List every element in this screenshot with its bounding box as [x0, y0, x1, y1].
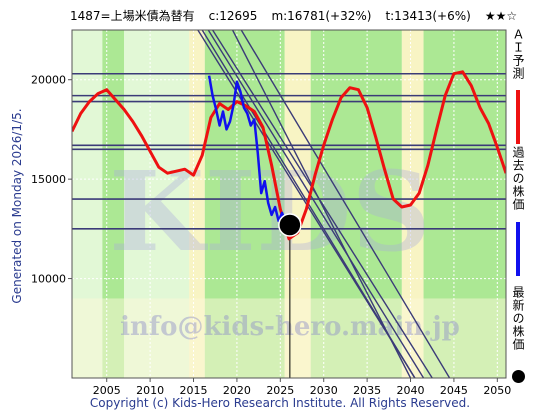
x-tick-label: 2035 [353, 384, 381, 397]
legend-past: 過去の株価 [511, 146, 552, 276]
trend-line [207, 30, 425, 378]
x-tick-label: 2005 [93, 384, 121, 397]
legend-latest-swatch [512, 370, 525, 383]
x-axis: 2005 2010 2015 2020 2025 2030 2035 2040 2045 2050 [93, 378, 511, 397]
shade-band [72, 298, 506, 378]
mid-target: m:16781(+32%) [271, 9, 372, 23]
legend-ai: ＡＩ予測 [511, 28, 552, 146]
x-tick-label: 2045 [440, 384, 468, 397]
y-tick-label: 10000 [31, 273, 66, 286]
generated-label: Generated on Monday 2026/1/5. [10, 107, 24, 304]
x-tick-label: 2015 [180, 384, 208, 397]
latest-price-marker [278, 213, 302, 237]
stock-name: 1487=上場米債為替有 [70, 9, 195, 23]
x-tick-label: 2050 [483, 384, 511, 397]
legend-ai-swatch [516, 90, 520, 144]
y-axis: 10000 15000 20000 [31, 74, 72, 286]
x-tick-label: 2020 [223, 384, 251, 397]
x-tick-label: 2040 [397, 384, 425, 397]
x-tick-label: 2010 [136, 384, 164, 397]
legend-latest: 最新の株価 [511, 286, 552, 386]
chart-header: 1487=上場米債為替有 c:12695 m:16781(+32%) t:13413(… [70, 7, 531, 24]
legend-past-swatch [516, 222, 520, 276]
y-tick-label: 20000 [31, 74, 66, 87]
legend-latest-label: 最新の株価 [511, 286, 525, 351]
legend: ＡＩ予測 過去の株価 最新の株価 [511, 28, 552, 388]
past-price-line [207, 75, 290, 227]
trend-line [231, 30, 412, 378]
trend-line [240, 30, 451, 378]
x-tick-label: 2025 [266, 384, 294, 397]
legend-ai-label: ＡＩ予測 [511, 28, 525, 80]
ai-forecast-line [72, 70, 506, 241]
legend-past-label: 過去の株価 [511, 146, 525, 211]
shade-band [102, 30, 125, 378]
y-tick-label: 15000 [31, 173, 66, 186]
trend-line [212, 30, 433, 378]
current-price: c:12695 [208, 9, 258, 23]
rating-stars: ★★☆ [484, 9, 518, 23]
copyright: Copyright (c) Kids-Hero Research Institu… [89, 396, 471, 410]
target-price: t:13413(+6%) [385, 9, 471, 23]
x-tick-label: 2030 [310, 384, 338, 397]
plot-frame [71, 29, 507, 379]
